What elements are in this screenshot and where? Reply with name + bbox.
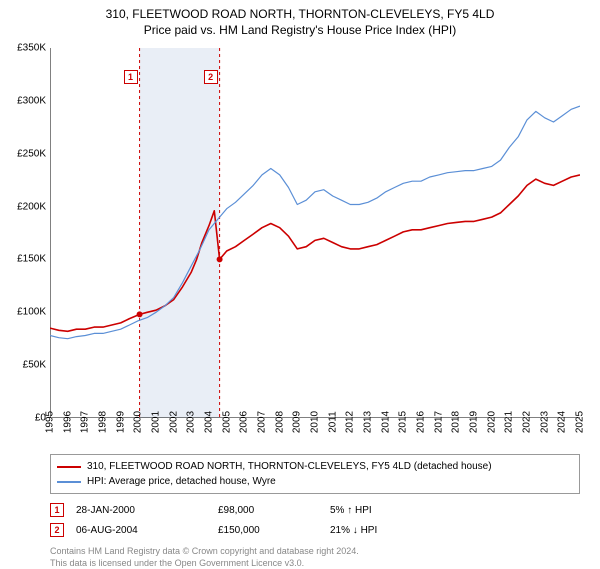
sale-date: 28-JAN-2000 [76, 505, 206, 516]
x-tick-label: 2002 [168, 411, 179, 433]
footer-attribution: Contains HM Land Registry data © Crown c… [50, 546, 580, 569]
legend-label: 310, FLEETWOOD ROAD NORTH, THORNTON-CLEV… [87, 459, 492, 474]
sale-marker-2: 2 [204, 70, 218, 84]
chart-area: £0£50K£100K£150K£200K£250K£300K£350K1995… [50, 48, 580, 418]
y-tick-label: £150K [17, 254, 46, 265]
x-tick-label: 2023 [539, 411, 550, 433]
x-tick-label: 1998 [98, 411, 109, 433]
x-tick-label: 1999 [115, 411, 126, 433]
legend-item: HPI: Average price, detached house, Wyre [57, 474, 573, 489]
x-tick-label: 1995 [45, 411, 56, 433]
legend-swatch [57, 481, 81, 483]
x-tick-label: 2021 [504, 411, 515, 433]
y-tick-label: £200K [17, 201, 46, 212]
x-tick-label: 2024 [557, 411, 568, 433]
y-tick-label: £50K [23, 360, 46, 371]
line-chart-svg [50, 48, 580, 418]
legend-item: 310, FLEETWOOD ROAD NORTH, THORNTON-CLEV… [57, 459, 573, 474]
sale-date: 06-AUG-2004 [76, 525, 206, 536]
footer-line1: Contains HM Land Registry data © Crown c… [50, 546, 580, 558]
x-tick-label: 2025 [575, 411, 586, 433]
sales-table: 1 28-JAN-2000 £98,000 5% ↑ HPI 2 06-AUG-2004 £… [50, 500, 580, 540]
x-tick-label: 2001 [151, 411, 162, 433]
title-line2: Price paid vs. HM Land Registry's House … [0, 22, 600, 38]
x-tick-label: 2022 [522, 411, 533, 433]
x-tick-label: 2014 [380, 411, 391, 433]
sale-diff: 21% ↓ HPI [330, 525, 430, 536]
below-chart-panel: 310, FLEETWOOD ROAD NORTH, THORNTON-CLEV… [50, 454, 580, 569]
x-tick-label: 2003 [186, 411, 197, 433]
y-tick-label: £250K [17, 148, 46, 159]
legend-swatch [57, 466, 81, 468]
sale-price: £150,000 [218, 525, 318, 536]
x-tick-label: 1996 [62, 411, 73, 433]
sale-row-marker: 2 [50, 523, 64, 537]
x-tick-label: 2000 [133, 411, 144, 433]
sale-price: £98,000 [218, 505, 318, 516]
x-tick-label: 2012 [345, 411, 356, 433]
x-tick-label: 1997 [80, 411, 91, 433]
y-tick-label: £100K [17, 307, 46, 318]
footer-line2: This data is licensed under the Open Gov… [50, 558, 580, 569]
x-tick-label: 2011 [327, 411, 338, 433]
title-line1: 310, FLEETWOOD ROAD NORTH, THORNTON-CLEV… [0, 6, 600, 22]
x-tick-label: 2005 [221, 411, 232, 433]
sale-diff: 5% ↑ HPI [330, 505, 430, 516]
sale-row: 2 06-AUG-2004 £150,000 21% ↓ HPI [50, 520, 580, 540]
x-tick-label: 2016 [416, 411, 427, 433]
x-tick-label: 2013 [363, 411, 374, 433]
x-tick-label: 2019 [469, 411, 480, 433]
legend-box: 310, FLEETWOOD ROAD NORTH, THORNTON-CLEV… [50, 454, 580, 494]
x-tick-label: 2017 [433, 411, 444, 433]
x-tick-label: 2008 [274, 411, 285, 433]
x-tick-label: 2020 [486, 411, 497, 433]
x-tick-label: 2009 [292, 411, 303, 433]
legend-label: HPI: Average price, detached house, Wyre [87, 474, 276, 489]
x-tick-label: 2018 [451, 411, 462, 433]
chart-container: 310, FLEETWOOD ROAD NORTH, THORNTON-CLEV… [0, 0, 600, 560]
sale-row-marker: 1 [50, 503, 64, 517]
y-tick-label: £350K [17, 43, 46, 54]
x-tick-label: 2004 [204, 411, 215, 433]
x-tick-label: 2015 [398, 411, 409, 433]
sale-marker-1: 1 [124, 70, 138, 84]
sale-row: 1 28-JAN-2000 £98,000 5% ↑ HPI [50, 500, 580, 520]
x-tick-label: 2010 [310, 411, 321, 433]
x-tick-label: 2006 [239, 411, 250, 433]
chart-title: 310, FLEETWOOD ROAD NORTH, THORNTON-CLEV… [0, 0, 600, 38]
x-tick-label: 2007 [257, 411, 268, 433]
y-tick-label: £300K [17, 95, 46, 106]
